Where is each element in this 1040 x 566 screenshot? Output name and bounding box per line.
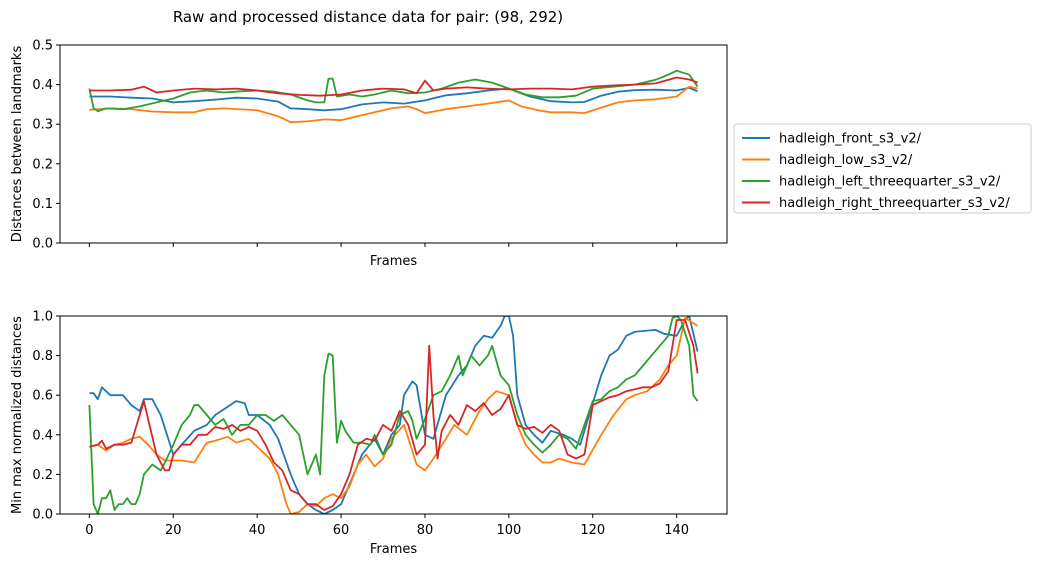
- y-tick-label: 0.3: [32, 118, 53, 133]
- y-tick-label: 1.0: [32, 310, 53, 325]
- x-tick-label: 0: [85, 523, 93, 538]
- x-tick-label: 60: [333, 523, 350, 538]
- series-line-1: [89, 316, 699, 514]
- y-tick-label: 0.5: [32, 39, 53, 54]
- y-tick-label: 0.2: [32, 468, 53, 483]
- series-line-2: [89, 317, 699, 514]
- x-tick-label: 140: [664, 523, 689, 538]
- legend: hadleigh_front_s3_v2/hadleigh_low_s3_v2/…: [733, 123, 1032, 214]
- legend-frame: [733, 123, 1032, 214]
- x-tick-label: 120: [580, 523, 605, 538]
- top-axes: 0.0 0.1 0.2 0.3 0.4 0.5 Frames Distances betwee…: [10, 39, 728, 269]
- y-tick-label: 0.2: [32, 157, 53, 172]
- series-line-4: [89, 76, 698, 97]
- axes-frame: [59, 315, 728, 515]
- x-axis-label: Frames: [370, 254, 418, 269]
- bottom-axes: 0.0 0.2 0.4 0.6 0.8 1.0 0 20 40 60 80 100 120 140 Fram…: [10, 310, 728, 557]
- legend-label-1: hadleigh_front_s3_v2/: [779, 132, 922, 147]
- legend-label-4: hadleigh_right_threequarter_s3_v2/: [779, 196, 1010, 211]
- x-tick-label: 20: [165, 523, 182, 538]
- series-line-2: [89, 85, 698, 124]
- x-tick-label: 40: [249, 523, 266, 538]
- y-tick-label: 0.1: [32, 197, 53, 212]
- y-tick-label: 0.6: [32, 389, 53, 404]
- series-line-3: [88, 69, 699, 112]
- y-tick-label: 0.0: [32, 508, 53, 523]
- y-tick-label: 0.0: [32, 237, 53, 252]
- x-tick-label: 100: [496, 523, 521, 538]
- x-tick-label: 80: [417, 523, 434, 538]
- axes-frame: [59, 44, 728, 244]
- chart-title: Raw and processed distance data for pair…: [173, 8, 563, 26]
- y-tick-label: 0.4: [32, 428, 53, 443]
- x-axis-label: Frames: [370, 542, 418, 557]
- series-line-1: [89, 86, 698, 112]
- y-tick-label: 0.4: [32, 78, 53, 93]
- y-tick-label: 0.8: [32, 349, 53, 364]
- y-axis-label: Min max normalized distances: [10, 316, 25, 514]
- legend-label-3: hadleigh_left_threequarter_s3_v2/: [779, 175, 1001, 190]
- y-axis-label: Distances between landmarks: [10, 46, 25, 243]
- series-line-3: [88, 316, 699, 514]
- series-line-4: [89, 319, 699, 511]
- legend-label-2: hadleigh_low_s3_v2/: [779, 153, 913, 168]
